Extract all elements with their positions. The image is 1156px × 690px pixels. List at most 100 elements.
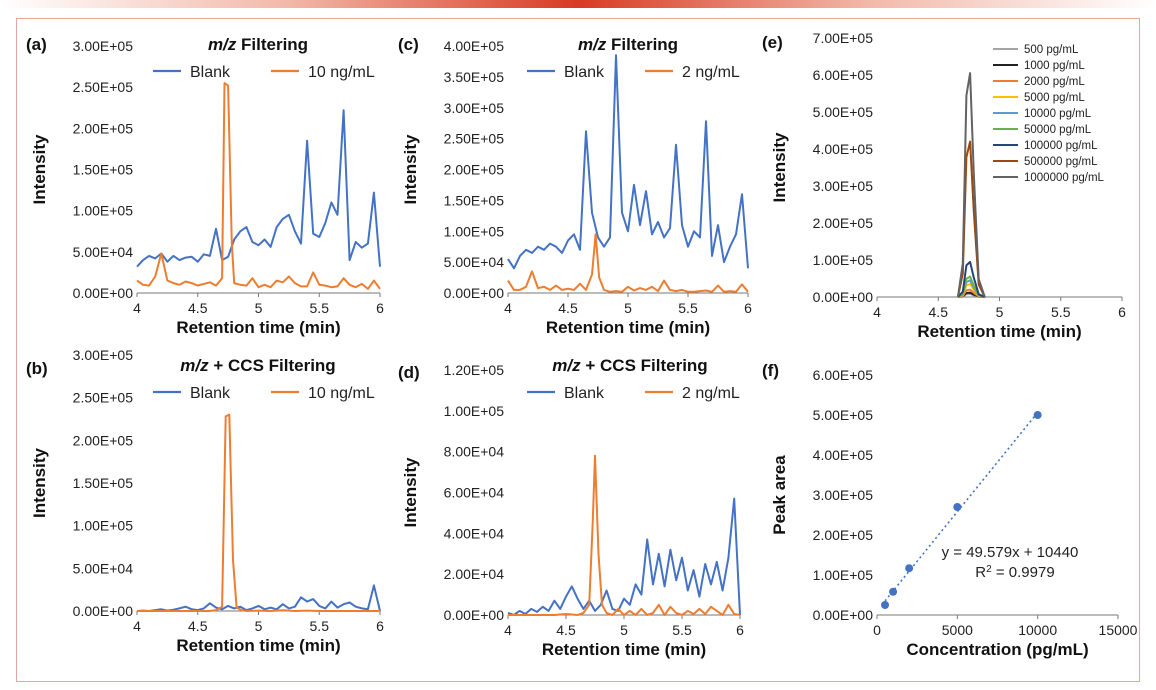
y-axis-label: Intensity [401, 457, 420, 527]
legend-label: 10 ng/mL [308, 385, 375, 402]
legend-label: 10000 pg/mL [1024, 108, 1092, 120]
y-tick-label: 1.00E+05 [813, 252, 874, 268]
x-tick-label: 5.5 [310, 300, 330, 316]
calibration-peak [956, 72, 986, 298]
panel-label: (a) [26, 35, 47, 54]
series-line-blank [136, 109, 381, 268]
y-tick-label: 3.50E+05 [444, 69, 505, 85]
x-axis-label: Retention time (min) [917, 322, 1081, 341]
y-tick-label: 0.00E+00 [813, 289, 874, 305]
y-tick-label: 2.00E+04 [444, 566, 505, 582]
series-line-sample [136, 82, 381, 290]
panel-a: (a) m/z Filtering 0.00E+00 5.00E+04 1.00E+05… [26, 35, 384, 337]
y-tick-label: 1.00E+05 [73, 518, 134, 534]
x-tick-label: 5000 [942, 622, 973, 638]
x-tick-label: 6 [736, 622, 744, 638]
x-axis-label: Retention time (min) [176, 318, 340, 337]
x-tick-label: 5 [620, 622, 628, 638]
chart-title-rest: Filtering [236, 35, 308, 54]
r-squared-prefix: R [975, 564, 986, 581]
x-tick-label: 10000 [1018, 622, 1057, 638]
x-tick-label: 4.5 [929, 304, 949, 320]
y-tick-label: 2.00E+05 [444, 162, 505, 178]
y-tick-label: 4.00E+05 [813, 447, 874, 463]
calibration-peak [956, 140, 986, 298]
x-tick-label: 4 [873, 304, 881, 320]
y-tick-label: 8.00E+04 [444, 444, 505, 460]
legend-label: 1000000 pg/mL [1024, 172, 1105, 184]
x-tick-label: 5.5 [672, 622, 692, 638]
panel-label: (b) [26, 359, 48, 378]
x-tick-label: 5 [996, 304, 1004, 320]
legend-label: 2 ng/mL [682, 64, 740, 81]
y-tick-label: 7.00E+05 [813, 30, 874, 46]
y-axis-label: Intensity [30, 134, 49, 204]
y-tick-label: 3.00E+05 [813, 487, 874, 503]
y-tick-label: 0.00E+00 [444, 285, 505, 301]
x-tick-label: 6 [1118, 304, 1126, 320]
x-tick-label: 0 [873, 622, 881, 638]
r-squared-superscript: 2 [986, 564, 992, 575]
x-tick-label: 6 [376, 300, 384, 316]
chart-title: m/z Filtering [578, 35, 678, 54]
legend-label: 2000 pg/mL [1024, 76, 1085, 88]
y-tick-label: 1.50E+05 [444, 192, 505, 208]
y-tick-label: 0.00E+00 [73, 285, 134, 301]
y-tick-label: 2.50E+05 [73, 79, 134, 95]
r-squared-value: = 0.9979 [992, 564, 1055, 581]
legend-label: 5000 pg/mL [1024, 92, 1085, 104]
x-tick-label: 4.5 [188, 618, 208, 634]
chart-title: m/z + CCS Filtering [180, 356, 335, 375]
legend-label: 2 ng/mL [682, 385, 740, 402]
y-tick-label: 5.00E+04 [73, 244, 134, 260]
x-tick-label: 5 [624, 300, 632, 316]
y-tick-label: 6.00E+04 [444, 485, 505, 501]
legend-label: Blank [564, 64, 605, 81]
data-point [889, 587, 898, 596]
y-axis-label: Intensity [401, 134, 420, 204]
chart-title-rest: Filtering [606, 35, 678, 54]
x-tick-label: 4 [133, 300, 141, 316]
x-axis-label: Retention time (min) [176, 636, 340, 655]
trend-equation: y = 49.579x + 10440 [942, 544, 1079, 561]
panel-label: (f) [762, 361, 779, 380]
y-tick-label: 6.00E+05 [813, 67, 874, 83]
y-tick-label: 4.00E+04 [444, 525, 505, 541]
legend-label: Blank [564, 385, 605, 402]
y-tick-label: 1.50E+05 [73, 475, 134, 491]
x-tick-label: 6 [376, 618, 384, 634]
x-tick-label: 15000 [1099, 622, 1138, 638]
chart-title-italic: m/z [578, 35, 607, 54]
top-accent-bar [0, 0, 1156, 8]
y-tick-label: 2.50E+05 [444, 131, 505, 147]
data-point [953, 503, 962, 511]
series-line-blank [507, 497, 741, 616]
panel-f: (f) 0.00E+00 1.00E+05 2.00E+05 3.00E+05 4.00E… [762, 361, 1138, 659]
x-tick-label: 5 [255, 618, 263, 634]
legend-label: 10 ng/mL [308, 64, 375, 81]
series-line-blank [136, 584, 381, 612]
x-tick-label: 4.5 [558, 300, 578, 316]
r-squared: R2 = 0.9979 [975, 564, 1054, 582]
legend-label: 500 pg/mL [1024, 44, 1079, 56]
x-tick-label: 5 [255, 300, 263, 316]
y-axis-label: Intensity [770, 132, 789, 202]
x-tick-label: 5.5 [1051, 304, 1071, 320]
legend-label: 50000 pg/mL [1024, 124, 1092, 136]
series-line-blank [507, 54, 749, 270]
calibration-peak [957, 275, 986, 298]
x-tick-label: 4.5 [556, 622, 576, 638]
panel-e: (e) 0.00E+00 1.00E+05 2.00E+05 3.00E+05 4.00E… [762, 30, 1126, 341]
y-tick-label: 1.20E+05 [444, 362, 505, 378]
y-tick-label: 3.00E+05 [813, 178, 874, 194]
data-point [905, 564, 914, 573]
y-tick-label: 3.00E+05 [444, 100, 505, 116]
series-line-sample [507, 233, 749, 293]
y-tick-label: 2.50E+05 [73, 390, 134, 406]
series-line-sample [508, 454, 741, 616]
x-tick-label: 4 [504, 300, 512, 316]
panel-label: (e) [762, 33, 783, 52]
y-tick-label: 2.00E+05 [73, 120, 134, 136]
x-tick-label: 4 [504, 622, 512, 638]
